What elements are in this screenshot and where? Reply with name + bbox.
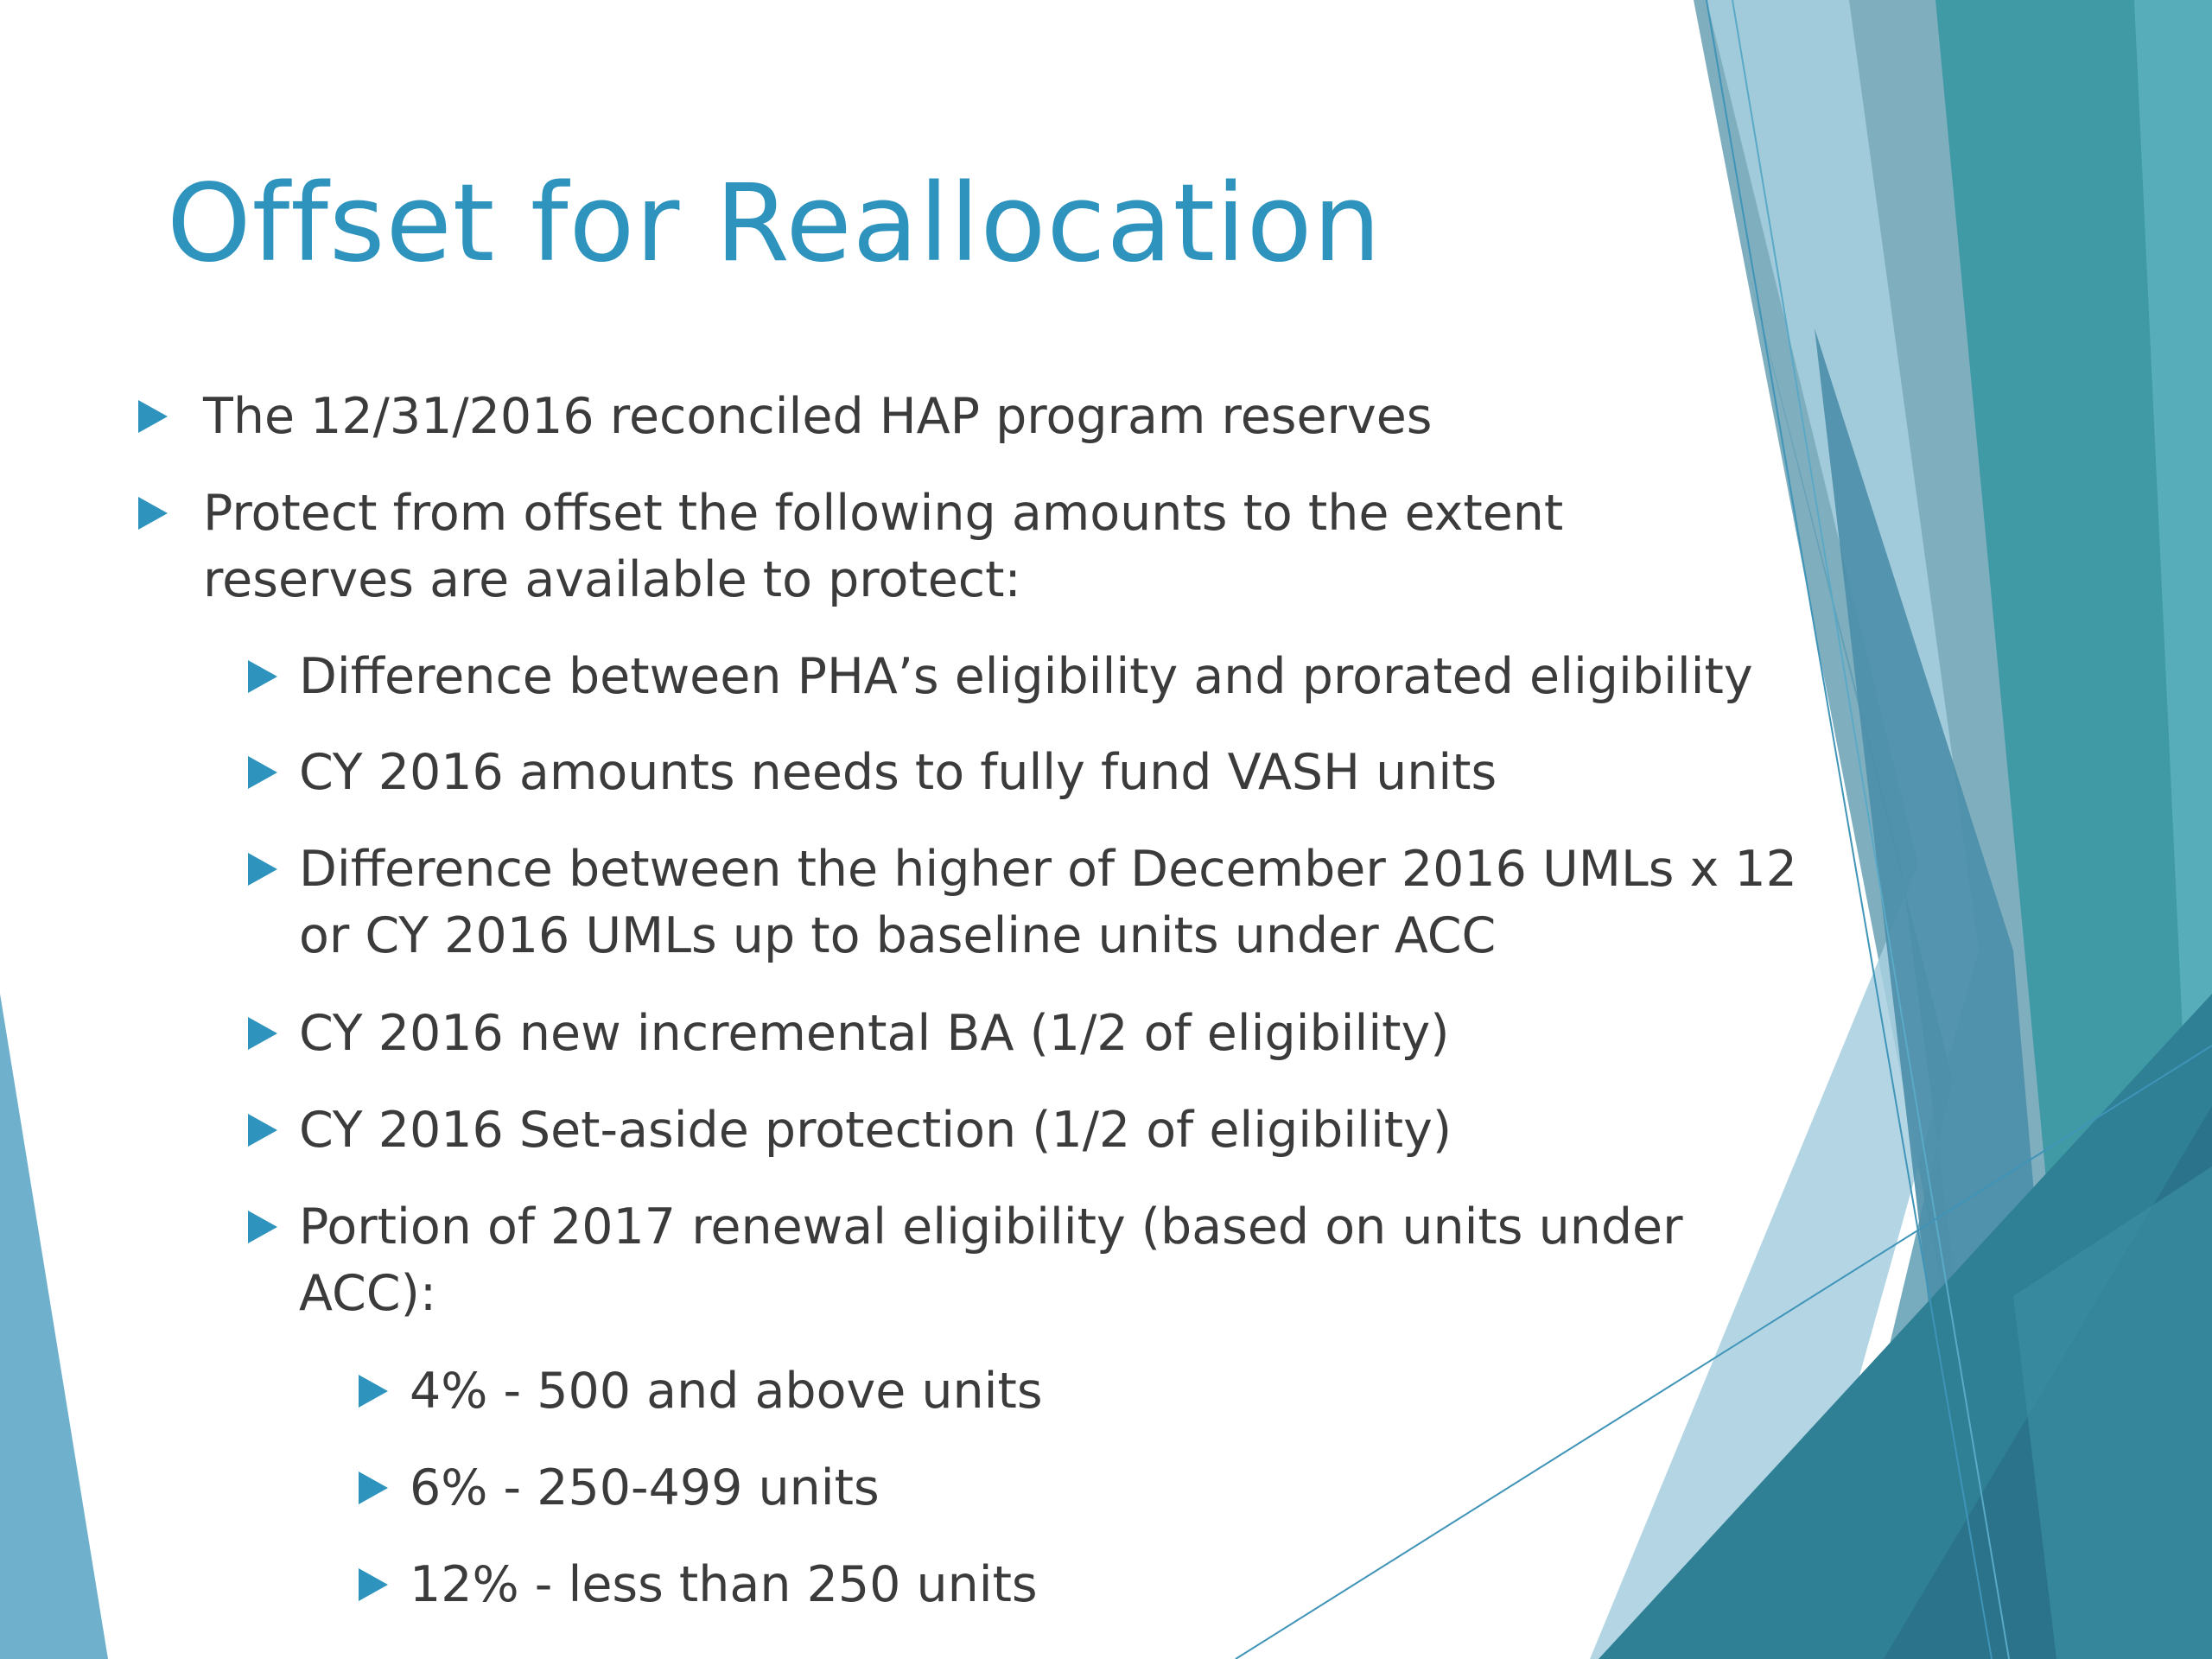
bullet-arrow-icon (248, 1114, 277, 1147)
bullet-level-2: Difference between the higher of Decembe… (248, 836, 1797, 969)
bullet-text-line: The 12/31/2016 reconciled HAP program re… (203, 388, 1433, 445)
bullet-level-2: Difference between PHA’s eligibility and… (248, 644, 1753, 710)
bullet-level-3: 12% - less than 250 units (359, 1552, 1038, 1618)
bullet-text-line: 12% - less than 250 units (410, 1556, 1038, 1613)
bullet-text-line: Portion of 2017 renewal eligibility (bas… (299, 1198, 1683, 1255)
bullet-level-2: Portion of 2017 renewal eligibility (bas… (248, 1194, 1683, 1327)
bullet-arrow-icon (248, 1211, 277, 1243)
bullet-level-1: The 12/31/2016 reconciled HAP program re… (138, 384, 1433, 450)
bullet-arrow-icon (248, 756, 277, 789)
bullet-arrow-icon (359, 1471, 388, 1504)
bullet-text-line: CY 2016 new incremental BA (1/2 of eligi… (299, 1005, 1450, 1062)
bullet-arrow-icon (248, 660, 277, 693)
bullet-level-1: Protect from offset the following amount… (138, 480, 1564, 613)
slide-title: Offset for Reallocation (167, 162, 1382, 286)
bullet-arrow-icon (248, 853, 277, 886)
bullet-text-line: Difference between the higher of Decembe… (299, 841, 1797, 898)
bullet-arrow-icon (138, 497, 168, 530)
bullet-arrow-icon (359, 1568, 388, 1601)
bullet-text-line: reserves are available to protect: (203, 551, 1021, 608)
bullet-arrow-icon (248, 1017, 277, 1050)
bullet-text-line: or CY 2016 UMLs up to baseline units und… (299, 907, 1497, 964)
bullet-level-3: 6% - 250-499 units (359, 1455, 880, 1522)
bullet-text-line: Difference between PHA’s eligibility and… (299, 648, 1753, 705)
bullet-level-3: 4% - 500 and above units (359, 1358, 1043, 1425)
bullet-text-line: 4% - 500 and above units (410, 1363, 1043, 1420)
bullet-text-line: CY 2016 Set-aside protection (1/2 of eli… (299, 1102, 1452, 1159)
bullet-text-line: ACC): (299, 1265, 437, 1322)
bullet-arrow-icon (138, 400, 168, 433)
bullet-text-line: 6% - 250-499 units (410, 1459, 880, 1516)
bullet-text-line: CY 2016 amounts needs to fully fund VASH… (299, 744, 1497, 801)
bullet-level-2: CY 2016 new incremental BA (1/2 of eligi… (248, 1001, 1450, 1067)
bullet-level-2: CY 2016 Set-aside protection (1/2 of eli… (248, 1097, 1452, 1164)
bullet-text-line: Protect from offset the following amount… (203, 485, 1564, 542)
bullet-level-2: CY 2016 amounts needs to fully fund VASH… (248, 740, 1497, 806)
bullet-arrow-icon (359, 1375, 388, 1408)
